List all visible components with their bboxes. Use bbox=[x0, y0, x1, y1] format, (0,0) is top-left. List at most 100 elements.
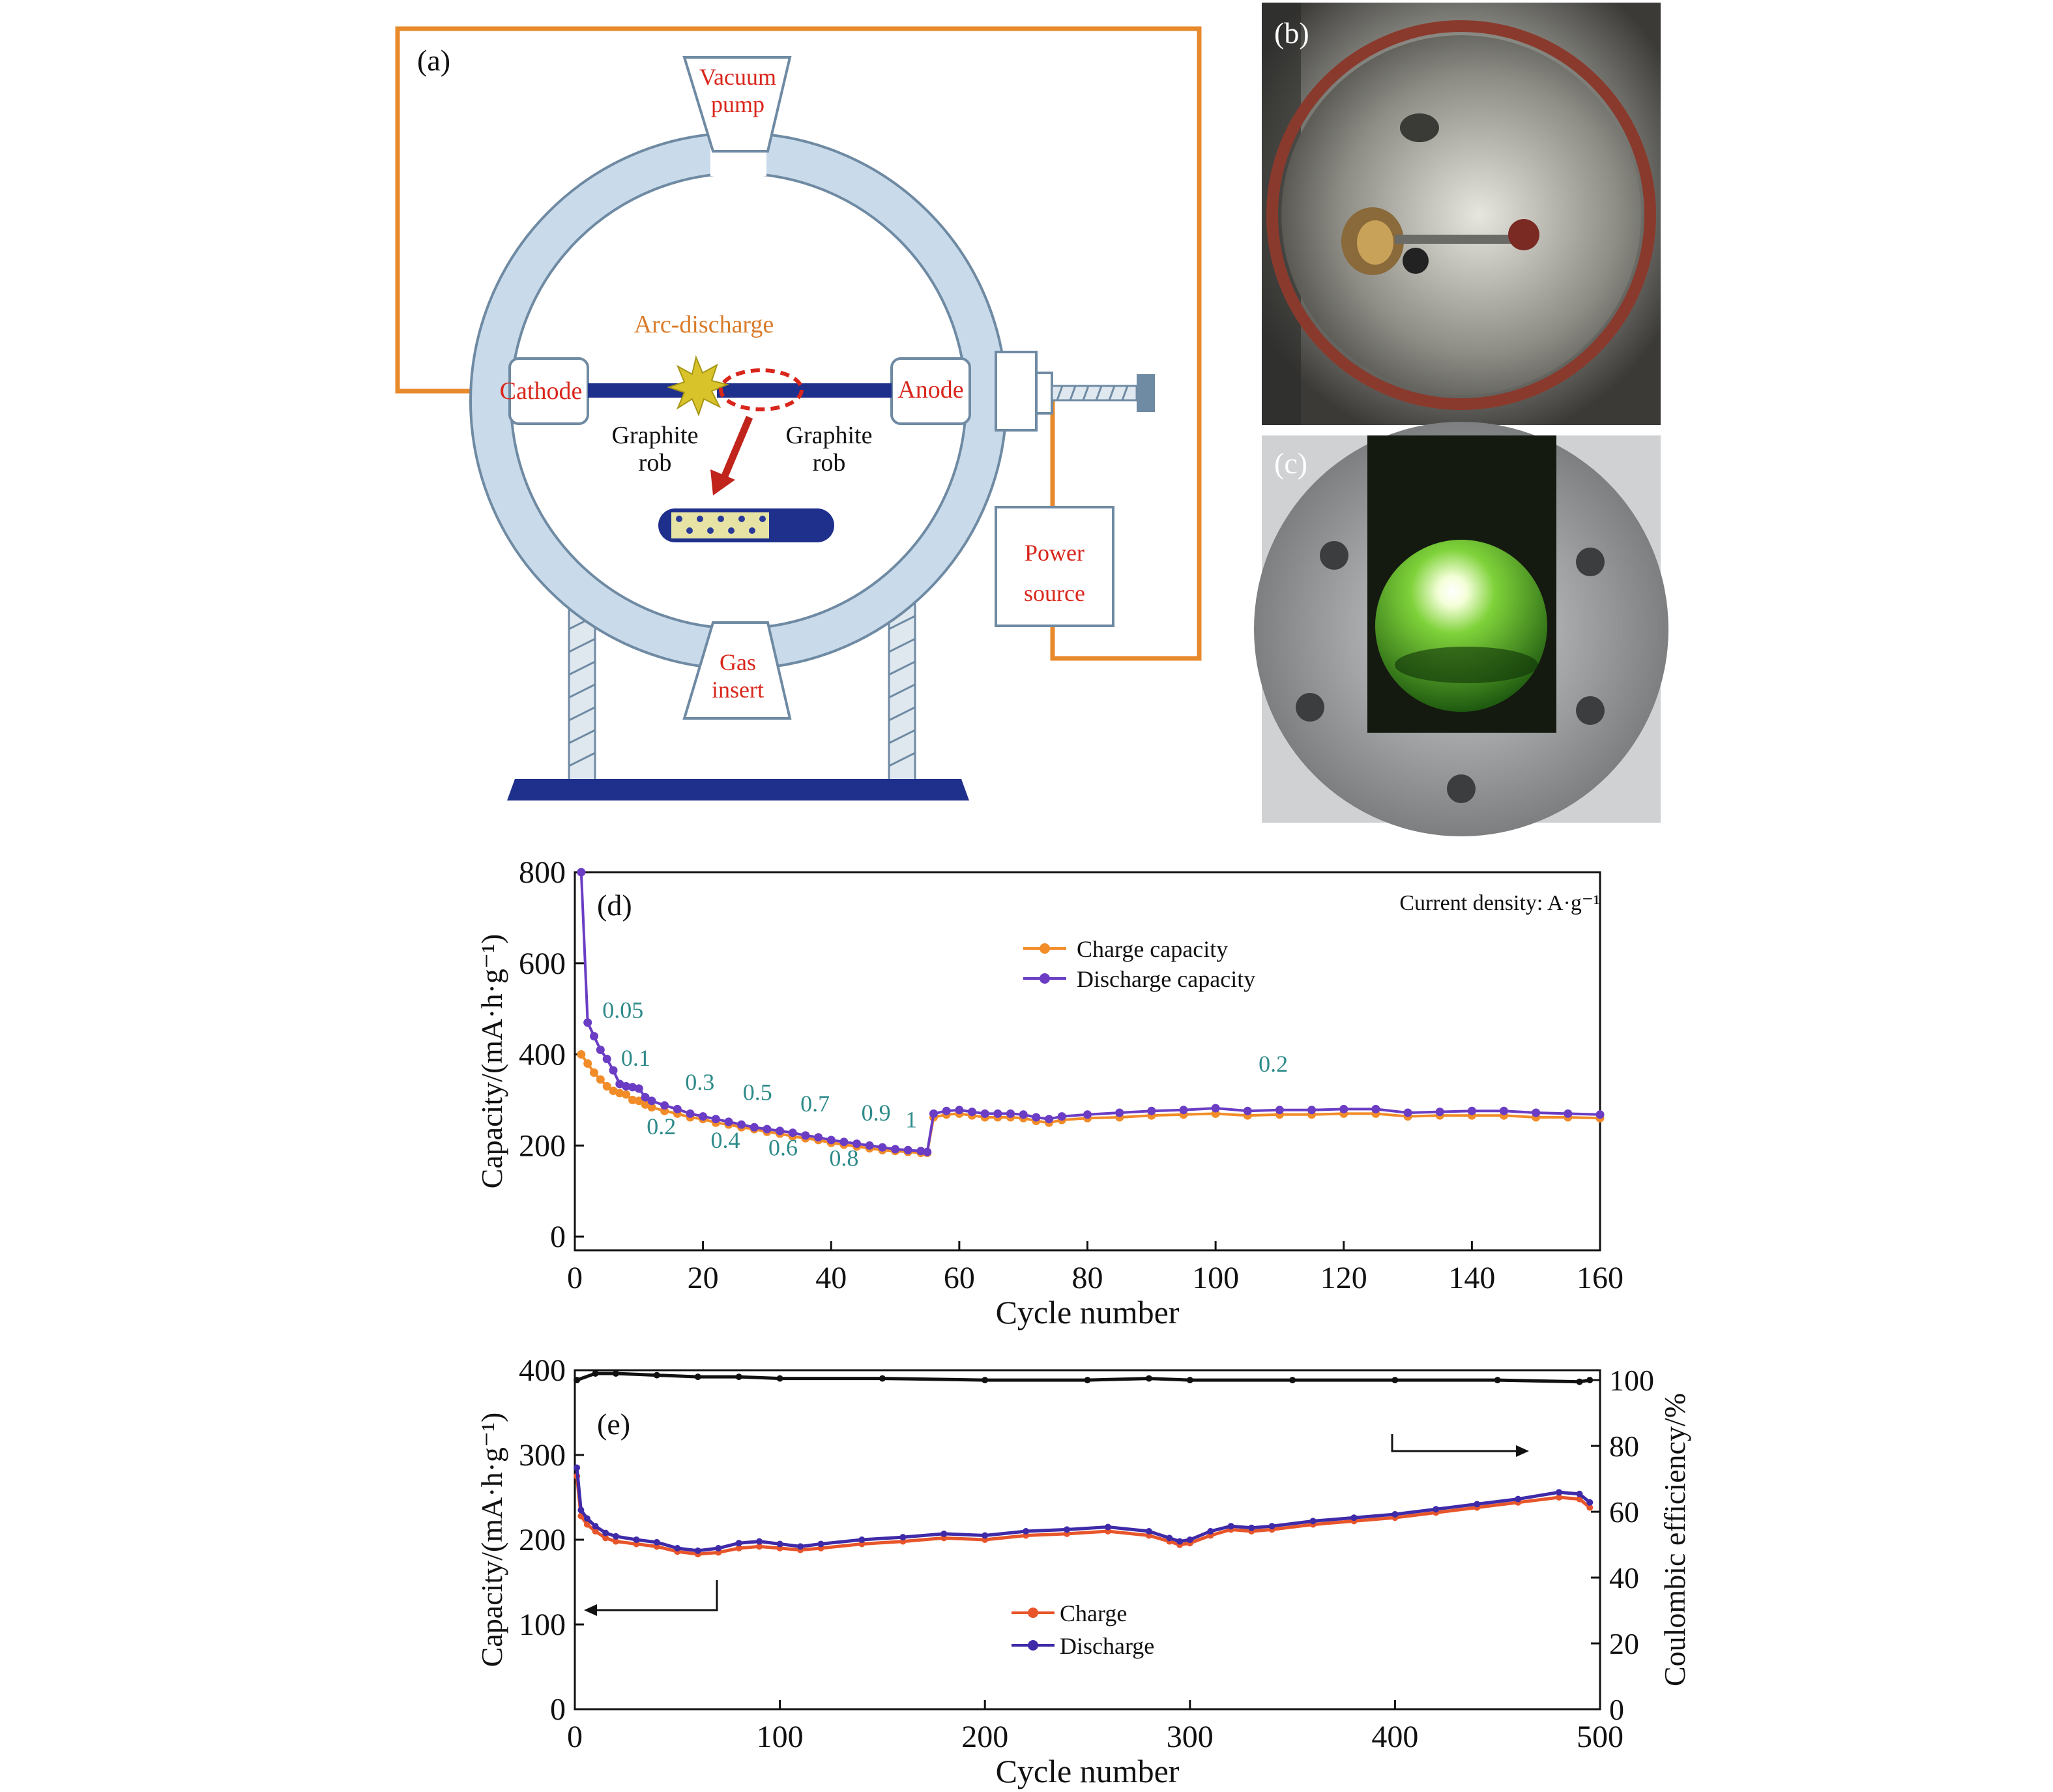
d-data-point bbox=[577, 868, 586, 877]
e-data-point bbox=[602, 1535, 609, 1542]
d-data-point bbox=[641, 1093, 650, 1102]
d-data-point bbox=[993, 1109, 1002, 1118]
e-data-point bbox=[1166, 1535, 1173, 1542]
e-y-tick-label: 0 bbox=[550, 1692, 566, 1727]
arc-spark-icon bbox=[666, 355, 730, 417]
e-y2-tick-label: 0 bbox=[1609, 1693, 1624, 1726]
e-data-point bbox=[674, 1545, 681, 1551]
graphite-rod-left bbox=[588, 383, 686, 398]
e-data-point bbox=[583, 1521, 590, 1528]
e-y2-tick-label: 20 bbox=[1609, 1627, 1639, 1660]
d-x-tick-label: 160 bbox=[1577, 1261, 1623, 1295]
d-data-point bbox=[647, 1103, 656, 1112]
d-data-point bbox=[1032, 1113, 1041, 1122]
graphite-right-line2: rob bbox=[813, 449, 846, 477]
e-data-point bbox=[1248, 1524, 1255, 1531]
e-data-point bbox=[817, 1540, 824, 1548]
d-data-point bbox=[596, 1046, 605, 1054]
e-data-point bbox=[1186, 1377, 1193, 1384]
legend-marker bbox=[1040, 973, 1050, 984]
legend-marker bbox=[1028, 1608, 1038, 1618]
d-data-point bbox=[737, 1120, 746, 1129]
e-data-point bbox=[982, 1532, 989, 1539]
e-x-tick-label: 500 bbox=[1577, 1720, 1623, 1754]
e-data-point bbox=[583, 1515, 590, 1522]
d-data-point bbox=[1371, 1104, 1380, 1113]
d-data-point bbox=[724, 1117, 733, 1126]
e-data-point bbox=[653, 1538, 660, 1546]
legend-entry: Discharge capacity bbox=[1077, 966, 1255, 992]
e-data-point bbox=[1350, 1514, 1358, 1521]
e-data-point bbox=[612, 1533, 619, 1540]
d-data-point bbox=[602, 1081, 611, 1091]
d-data-point bbox=[634, 1096, 643, 1106]
d-data-point bbox=[590, 1032, 598, 1041]
d-data-point bbox=[583, 1018, 592, 1027]
e-data-point bbox=[1268, 1523, 1275, 1530]
d-data-point bbox=[1211, 1104, 1220, 1113]
d-data-point bbox=[628, 1095, 637, 1104]
rod-highlight-ellipse bbox=[719, 368, 804, 411]
panel-c-label: (c) bbox=[1274, 447, 1307, 480]
e-series-line-2 bbox=[576, 1372, 1590, 1384]
e-series-line-0 bbox=[575, 1476, 1591, 1556]
e-data-point bbox=[899, 1534, 907, 1541]
base-plate bbox=[507, 779, 969, 801]
rate-annotation: 0.4 bbox=[711, 1127, 740, 1153]
d-data-point bbox=[1467, 1106, 1476, 1115]
arc-discharge-label: Arc-discharge bbox=[634, 311, 774, 338]
e-data-point bbox=[1309, 1518, 1317, 1525]
legend-entry: Discharge bbox=[1060, 1633, 1154, 1659]
d-data-point bbox=[826, 1136, 836, 1145]
e-data-point bbox=[735, 1373, 742, 1381]
e-data-point bbox=[1556, 1494, 1563, 1501]
d-data-point bbox=[1532, 1108, 1541, 1117]
e-data-point bbox=[1586, 1504, 1594, 1511]
e-data-point bbox=[602, 1529, 609, 1536]
gas-insert-port bbox=[682, 621, 792, 720]
e-x-tick-label: 200 bbox=[961, 1720, 1008, 1754]
d-data-point bbox=[1019, 1110, 1028, 1119]
e-data-point bbox=[592, 1370, 599, 1377]
d-x-tick-label: 20 bbox=[688, 1261, 719, 1295]
e-y-axis-label: Capacity/(mA·h·g⁻¹) bbox=[475, 1413, 508, 1667]
panel-a-label: (a) bbox=[417, 44, 450, 77]
e-data-point bbox=[574, 1377, 581, 1384]
e-data-point bbox=[1576, 1378, 1583, 1385]
e-data-point bbox=[1227, 1523, 1234, 1530]
e-x-tick-label: 400 bbox=[1371, 1720, 1418, 1754]
e-data-point bbox=[797, 1543, 804, 1550]
e-y2-tick-label: 100 bbox=[1609, 1364, 1654, 1397]
d-data-point bbox=[1307, 1106, 1317, 1115]
e-data-point bbox=[776, 1540, 783, 1548]
e-data-point bbox=[1576, 1495, 1583, 1503]
e-data-point bbox=[756, 1538, 763, 1545]
d-data-point bbox=[1595, 1110, 1605, 1119]
d-data-point bbox=[923, 1147, 932, 1156]
d-data-point bbox=[634, 1084, 643, 1093]
d-y-axis-label: Capacity/(mA·h·g⁻¹) bbox=[475, 934, 508, 1189]
arrow-to-left-axis bbox=[594, 1580, 718, 1611]
graphite-left-line2: rob bbox=[639, 449, 672, 477]
d-data-point bbox=[1339, 1104, 1348, 1113]
anode-label: Anode bbox=[897, 376, 963, 404]
e-data-point bbox=[715, 1545, 722, 1551]
e-x-tick-label: 300 bbox=[1167, 1720, 1214, 1754]
e-y-tick-label: 200 bbox=[519, 1523, 566, 1557]
d-data-point bbox=[615, 1089, 624, 1098]
d-x-tick-label: 140 bbox=[1448, 1261, 1495, 1295]
d-data-point bbox=[852, 1139, 862, 1148]
legend-marker bbox=[1028, 1640, 1038, 1651]
e-data-point bbox=[1207, 1528, 1214, 1535]
e-data-point bbox=[1064, 1526, 1070, 1533]
e-data-point bbox=[633, 1536, 640, 1543]
e-y2-tick-label: 80 bbox=[1609, 1430, 1639, 1463]
d-data-point bbox=[699, 1112, 708, 1121]
d-data-point bbox=[814, 1133, 823, 1142]
d-x-tick-label: 100 bbox=[1192, 1261, 1239, 1295]
d-data-point bbox=[878, 1143, 887, 1152]
rate-annotation: 0.5 bbox=[743, 1079, 772, 1105]
d-y-tick-label: 600 bbox=[519, 947, 566, 981]
d-y-tick-label: 200 bbox=[519, 1128, 566, 1163]
